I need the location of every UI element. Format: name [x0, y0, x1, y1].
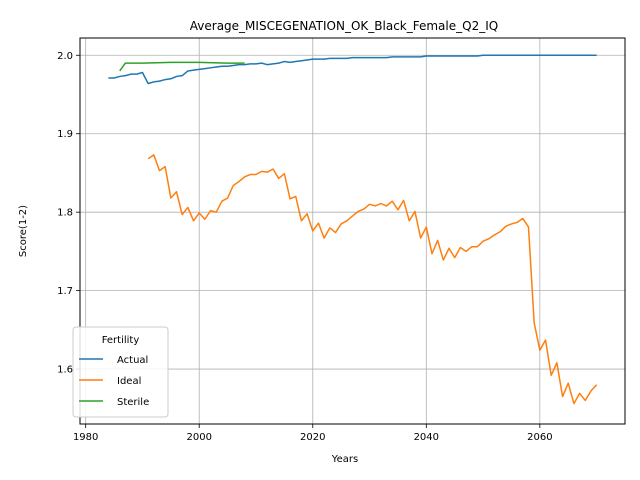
y-axis-label: Score(1-2)	[18, 205, 29, 257]
x-tick-label: 2040	[414, 432, 439, 443]
y-tick-label: 1.6	[57, 365, 73, 376]
series-line-ideal	[147, 154, 598, 405]
y-tick-label: 1.8	[57, 208, 73, 219]
legend-box	[72, 326, 169, 418]
axis-ticks: 1980 2000 2020 2040 2060 1.6 1.7 1.8 1.9 2.0	[57, 51, 552, 443]
x-axis-label: Years	[331, 454, 358, 465]
x-tick-label: 1980	[73, 432, 98, 443]
x-tick-label: 2020	[300, 432, 325, 443]
plot-frame	[79, 37, 626, 425]
chart-title: Average_MISCEGENATION_OK_Black_Female_Q2…	[190, 19, 498, 33]
legend-label-ideal: Ideal	[117, 376, 141, 387]
y-tick-label: 1.9	[57, 129, 73, 140]
y-tick-label: 2.0	[57, 51, 73, 62]
y-tick-label: 1.7	[57, 286, 73, 297]
legend-label-actual: Actual	[117, 355, 148, 366]
series-lines	[108, 54, 598, 405]
series-line-actual	[108, 54, 597, 85]
x-tick-label: 2060	[527, 432, 552, 443]
legend-entries: Actual Ideal Sterile	[79, 355, 149, 408]
series-line-sterile	[119, 61, 245, 72]
x-tick-label: 2000	[186, 432, 211, 443]
legend: Fertility Actual Ideal Sterile	[72, 326, 169, 418]
legend-title: Fertility	[102, 335, 140, 346]
legend-label-sterile: Sterile	[117, 397, 149, 408]
